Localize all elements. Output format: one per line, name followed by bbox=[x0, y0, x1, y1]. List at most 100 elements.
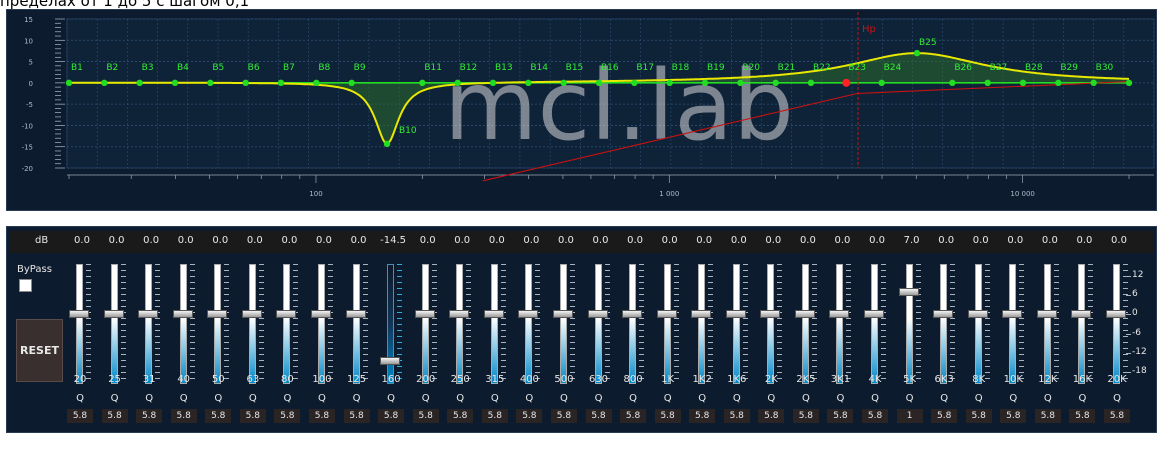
q-value-field[interactable]: 5.8 bbox=[620, 409, 647, 423]
q-value-field[interactable]: 5.8 bbox=[585, 409, 612, 423]
q-value-field[interactable]: 5.8 bbox=[654, 409, 681, 423]
q-value-field[interactable]: 1 bbox=[896, 409, 923, 423]
band-point[interactable] bbox=[1125, 79, 1133, 87]
q-value-field[interactable]: 5.8 bbox=[170, 409, 197, 423]
slider-track[interactable] bbox=[490, 264, 498, 384]
band-slider-20[interactable]: 20 Q 5.8 bbox=[62, 262, 98, 454]
slider-thumb[interactable] bbox=[241, 310, 262, 319]
band-point[interactable] bbox=[807, 79, 815, 87]
q-value-field[interactable]: 5.8 bbox=[550, 409, 577, 423]
slider-track[interactable] bbox=[767, 264, 775, 384]
slider-thumb[interactable] bbox=[276, 310, 297, 319]
band-point[interactable] bbox=[560, 79, 567, 87]
slider-thumb[interactable] bbox=[345, 310, 366, 319]
band-slider-160[interactable]: 160 Q 5.8 bbox=[373, 262, 409, 454]
band-point[interactable] bbox=[207, 79, 214, 87]
slider-track[interactable] bbox=[559, 264, 567, 384]
band-slider-3K1[interactable]: 3K1 Q 5.8 bbox=[822, 262, 858, 454]
slider-thumb[interactable] bbox=[1036, 310, 1057, 319]
band-slider-20K[interactable]: 20K Q 5.8 bbox=[1099, 262, 1135, 454]
q-value-field[interactable]: 5.8 bbox=[1034, 409, 1061, 423]
slider-thumb[interactable] bbox=[760, 310, 781, 319]
q-value-field[interactable]: 5.8 bbox=[308, 409, 335, 423]
slider-track[interactable] bbox=[663, 264, 671, 384]
band-point[interactable] bbox=[348, 79, 355, 87]
band-point[interactable] bbox=[277, 79, 285, 87]
slider-thumb[interactable] bbox=[1106, 310, 1126, 319]
band-point[interactable] bbox=[313, 79, 320, 87]
band-point[interactable] bbox=[772, 79, 779, 87]
band-slider-16K[interactable]: 16K Q 5.8 bbox=[1064, 262, 1100, 454]
q-value-field[interactable]: 5.8 bbox=[447, 409, 474, 423]
band-slider-200[interactable]: 200 Q 5.8 bbox=[408, 262, 444, 454]
band-slider-40[interactable]: 40 Q 5.8 bbox=[166, 262, 202, 454]
band-slider-25[interactable]: 25 Q 5.8 bbox=[97, 262, 133, 454]
q-value-field[interactable]: 5.8 bbox=[1000, 409, 1027, 423]
band-point[interactable] bbox=[1019, 79, 1027, 87]
band-point[interactable] bbox=[913, 49, 921, 57]
slider-track[interactable] bbox=[317, 264, 325, 384]
q-value-field[interactable]: 5.8 bbox=[689, 409, 716, 423]
slider-track[interactable] bbox=[283, 264, 291, 384]
reset-button[interactable]: RESET bbox=[16, 319, 63, 382]
q-value-field[interactable]: 5.8 bbox=[965, 409, 992, 423]
slider-thumb[interactable] bbox=[207, 310, 228, 319]
slider-track[interactable] bbox=[871, 264, 879, 384]
band-slider-100[interactable]: 100 Q 5.8 bbox=[304, 262, 340, 454]
q-value-field[interactable]: 5.8 bbox=[205, 409, 232, 423]
slider-track[interactable] bbox=[179, 264, 187, 384]
q-value-field[interactable]: 5.8 bbox=[274, 409, 301, 423]
band-slider-315[interactable]: 315 Q 5.8 bbox=[477, 262, 513, 454]
band-point[interactable] bbox=[242, 79, 249, 87]
slider-track[interactable] bbox=[145, 264, 153, 384]
band-point[interactable] bbox=[525, 79, 532, 87]
slider-track[interactable] bbox=[905, 264, 913, 384]
slider-thumb[interactable] bbox=[656, 310, 677, 319]
q-value-field[interactable]: 5.8 bbox=[1104, 409, 1130, 423]
band-slider-31[interactable]: 31 Q 5.8 bbox=[131, 262, 167, 454]
slider-track[interactable] bbox=[940, 264, 948, 384]
band-point[interactable] bbox=[1055, 79, 1062, 87]
slider-track[interactable] bbox=[352, 264, 360, 384]
slider-thumb[interactable] bbox=[103, 310, 124, 319]
slider-thumb[interactable] bbox=[691, 310, 712, 319]
slider-thumb[interactable] bbox=[1002, 310, 1023, 319]
q-value-field[interactable]: 5.8 bbox=[516, 409, 543, 423]
band-slider-400[interactable]: 400 Q 5.8 bbox=[511, 262, 547, 454]
band-point[interactable] bbox=[701, 79, 709, 87]
slider-thumb[interactable] bbox=[587, 310, 608, 319]
slider-thumb[interactable] bbox=[725, 310, 746, 319]
slider-track[interactable] bbox=[629, 264, 637, 384]
band-point[interactable] bbox=[136, 79, 143, 87]
q-value-field[interactable]: 5.8 bbox=[343, 409, 370, 423]
band-slider-63[interactable]: 63 Q 5.8 bbox=[235, 262, 271, 454]
slider-track[interactable] bbox=[1009, 264, 1017, 384]
q-value-field[interactable]: 5.8 bbox=[67, 409, 93, 423]
band-point[interactable] bbox=[878, 79, 885, 87]
slider-track[interactable] bbox=[525, 264, 533, 384]
band-point[interactable] bbox=[101, 79, 108, 87]
band-slider-4K[interactable]: 4K Q 5.8 bbox=[857, 262, 893, 454]
band-slider-1K2[interactable]: 1K2 Q 5.8 bbox=[684, 262, 720, 454]
slider-thumb[interactable] bbox=[794, 310, 815, 319]
q-value-field[interactable]: 5.8 bbox=[723, 409, 750, 423]
slider-thumb[interactable] bbox=[518, 310, 539, 319]
band-slider-500[interactable]: 500 Q 5.8 bbox=[546, 262, 582, 454]
q-value-field[interactable]: 5.8 bbox=[136, 409, 163, 423]
slider-thumb[interactable] bbox=[552, 310, 573, 319]
slider-thumb[interactable] bbox=[622, 310, 643, 319]
q-value-field[interactable]: 5.8 bbox=[862, 409, 889, 423]
q-value-field[interactable]: 5.8 bbox=[792, 409, 819, 423]
band-point[interactable] bbox=[737, 79, 744, 87]
slider-track[interactable] bbox=[214, 264, 222, 384]
eq-response-graph[interactable]: 15 10 5 0 -5 -10 -15 -20 100 1 000 10 000 mcl.lab Hp… bbox=[7, 10, 1156, 210]
slider-track[interactable] bbox=[1113, 264, 1120, 384]
slider-thumb[interactable] bbox=[967, 310, 988, 319]
slider-thumb[interactable] bbox=[1071, 310, 1092, 319]
band-slider-800[interactable]: 800 Q 5.8 bbox=[615, 262, 651, 454]
slider-thumb[interactable] bbox=[138, 310, 159, 319]
band-slider-2K[interactable]: 2K Q 5.8 bbox=[753, 262, 789, 454]
slider-thumb[interactable] bbox=[449, 310, 470, 319]
slider-track[interactable] bbox=[76, 264, 83, 384]
band-slider-5K[interactable]: 5K Q 1 bbox=[892, 262, 928, 454]
